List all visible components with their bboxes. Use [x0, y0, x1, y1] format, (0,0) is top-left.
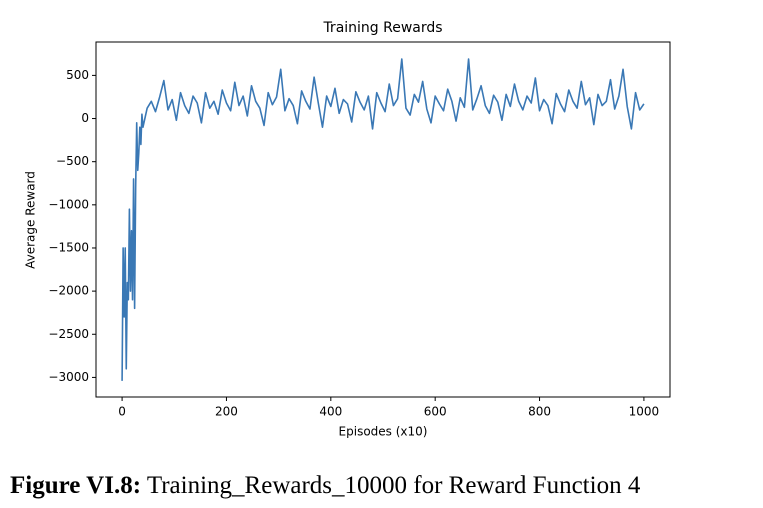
- x-tick-label: 200: [215, 405, 238, 419]
- y-axis-label: Average Reward: [24, 171, 38, 269]
- x-tick-label: 0: [118, 405, 126, 419]
- y-tick-label: −1500: [48, 240, 89, 254]
- caption-label: Figure VI.8:: [10, 472, 141, 499]
- y-tick-label: 500: [66, 68, 89, 82]
- x-tick-label: 400: [319, 405, 342, 419]
- y-tick-label: 0: [81, 111, 89, 125]
- plot-frame: [95, 41, 671, 398]
- y-tick-label: −2000: [48, 284, 89, 298]
- y-tick-label: −3000: [48, 370, 89, 384]
- y-tick-label: −500: [56, 154, 89, 168]
- chart-title: Training Rewards: [322, 20, 442, 36]
- caption: Figure VI.8: Training_Rewards_10000 for …: [10, 472, 641, 499]
- caption-text: Training_Rewards_10000 for Reward Functi…: [147, 472, 641, 499]
- x-tick-label: 800: [528, 405, 551, 419]
- x-tick-label: 600: [424, 405, 447, 419]
- y-tick-label: −1000: [48, 197, 89, 211]
- x-axis-label: Episodes (x10): [339, 425, 428, 439]
- reward-line: [121, 58, 645, 381]
- y-tick-label: −2500: [48, 327, 89, 341]
- x-tick-label: 1000: [629, 405, 660, 419]
